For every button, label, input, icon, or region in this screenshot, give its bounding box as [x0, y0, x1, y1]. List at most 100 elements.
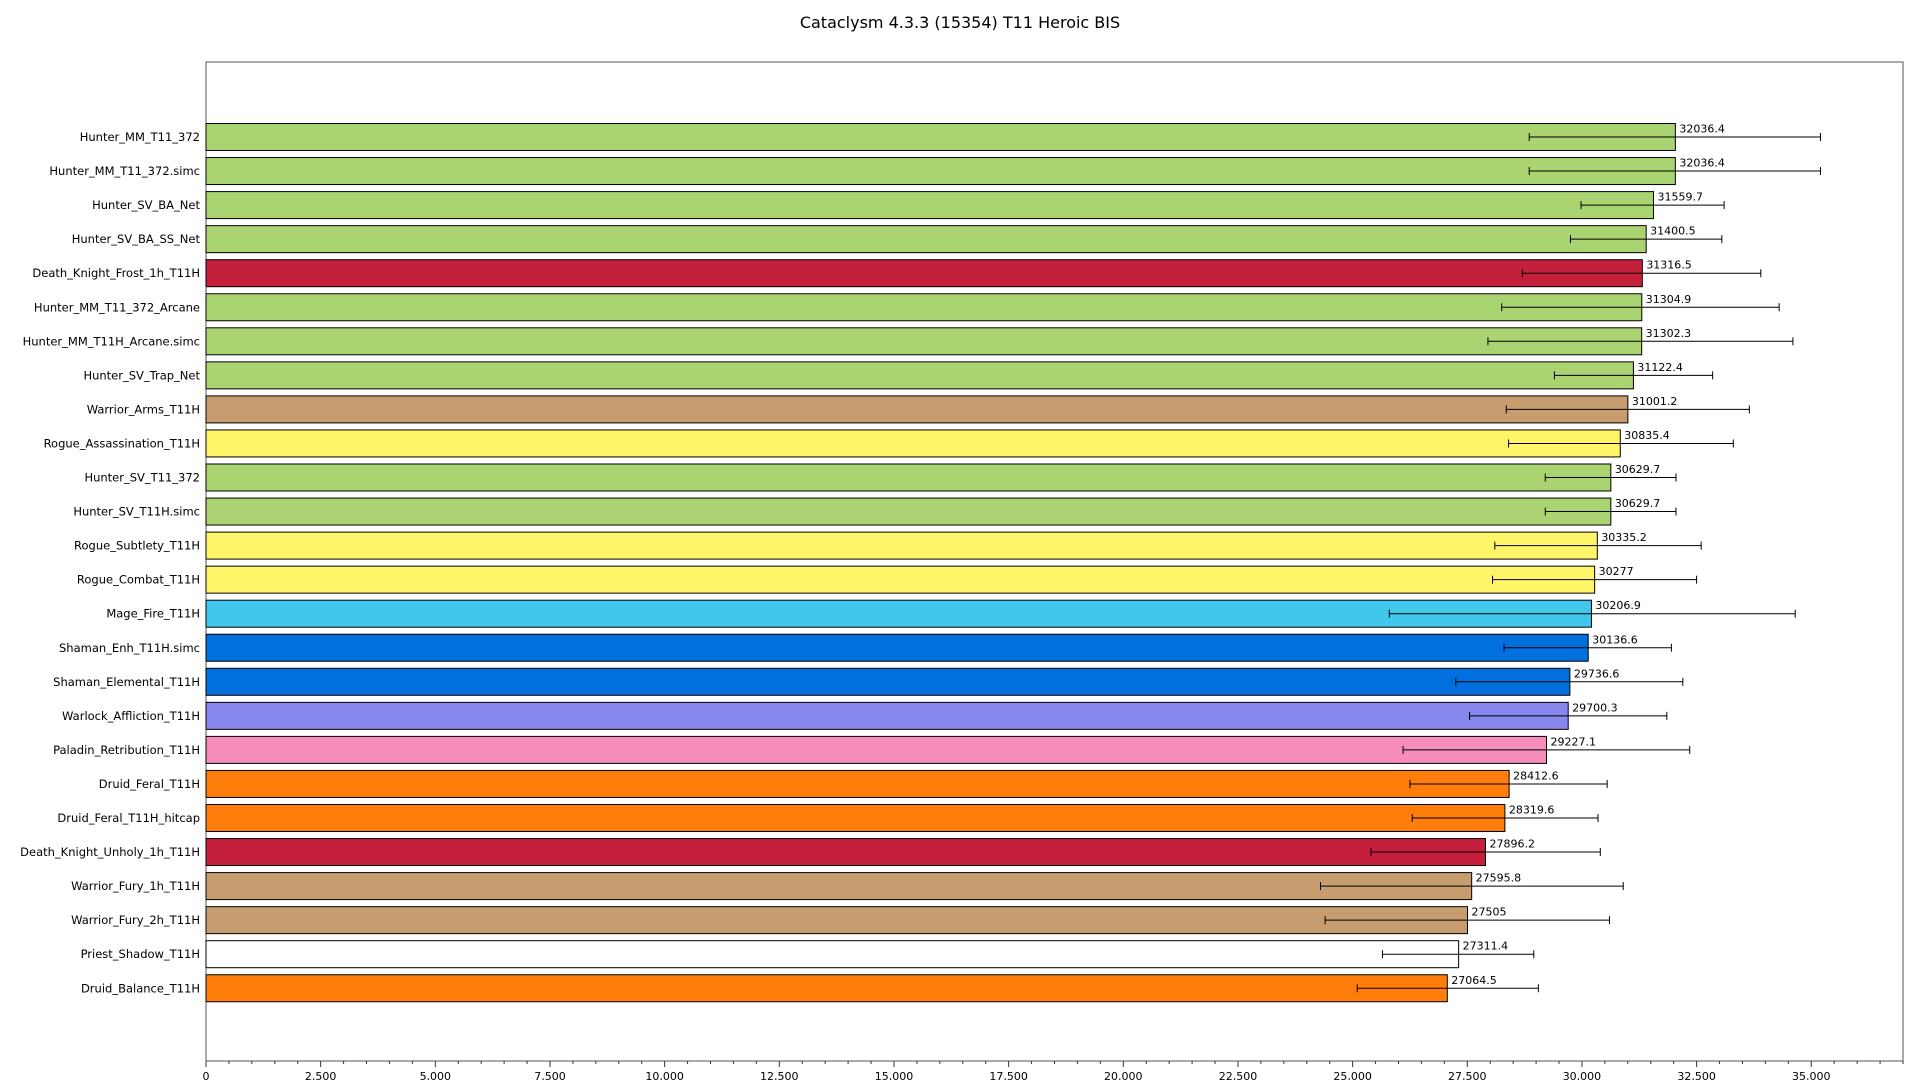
category-label: Hunter_MM_T11_372_Arcane: [34, 300, 200, 314]
data-label: 29227.1: [1550, 735, 1596, 748]
data-label: 27896.2: [1489, 838, 1535, 851]
bar-group: Hunter_SV_T11_372 30629.7: [84, 463, 1677, 492]
data-label: 31304.9: [1646, 293, 1692, 306]
bar: [205, 259, 1643, 288]
tick-label: 35,000: [1792, 1070, 1831, 1080]
category-label: Mage_Fire_T11H: [106, 607, 200, 621]
bar-group: Hunter_MM_T11_372.simc 32036.4: [49, 157, 1821, 186]
bar: [205, 497, 1612, 526]
data-label: 30835.4: [1624, 429, 1670, 442]
tick-label: 5,000: [420, 1070, 452, 1080]
category-label: Rogue_Subtlety_T11H: [74, 539, 200, 553]
data-label: 31559.7: [1657, 191, 1703, 204]
bar-group: Rogue_Assassination_T11H 30835.4: [44, 429, 1734, 458]
bar: [205, 838, 1486, 867]
tick-label: 10,000: [645, 1070, 684, 1080]
bar-group: Shaman_Enh_T11H.simc 30136.6: [59, 633, 1672, 662]
category-label: Paladin_Retribution_T11H: [53, 743, 200, 757]
bar: [205, 531, 1598, 560]
bar: [205, 701, 1569, 730]
category-label: Hunter_MM_T11_372.simc: [49, 164, 200, 178]
category-label: Hunter_SV_BA_Net: [92, 198, 200, 212]
tick-label: 25,000: [1333, 1070, 1372, 1080]
bars-layer: Hunter_MM_T11_37232036.4Hunter_MM_T11_37…: [20, 123, 1821, 1003]
bar-group: Hunter_MM_T11_372 32036.4: [80, 123, 1821, 151]
data-label: 27505: [1472, 906, 1507, 919]
category-label: Druid_Feral_T11H: [99, 777, 200, 791]
bar: [205, 327, 1643, 356]
bar-group: Hunter_SV_BA_Net 31559.7: [92, 191, 1725, 220]
data-label: 31316.5: [1646, 259, 1692, 272]
data-label: 31302.3: [1646, 327, 1692, 340]
bar-group: Druid_Feral_T11H 28412.6: [99, 769, 1608, 798]
category-label: Hunter_SV_Trap_Net: [83, 368, 200, 382]
data-label: 30206.9: [1595, 599, 1641, 612]
tick-label: 27,500: [1448, 1070, 1487, 1080]
bar: [205, 735, 1547, 764]
data-label: 29736.6: [1574, 667, 1620, 680]
bar-group: Death_Knight_Frost_1h_T11H 31316.5: [32, 259, 1762, 288]
category-label: Death_Knight_Frost_1h_T11H: [32, 266, 200, 280]
data-label: 27311.4: [1463, 940, 1509, 953]
data-label: 31001.2: [1632, 395, 1678, 408]
category-label: Rogue_Combat_T11H: [77, 573, 200, 587]
tick-label: 32,500: [1677, 1070, 1716, 1080]
data-label: 30277: [1599, 565, 1634, 578]
bar: [205, 769, 1510, 798]
data-label: 30629.7: [1615, 463, 1661, 476]
bar-group: Mage_Fire_T11H 30206.9: [106, 599, 1796, 628]
data-label: 32036.4: [1679, 157, 1725, 170]
bar-group: Hunter_SV_T11H.simc 30629.7: [73, 497, 1677, 526]
bar: [205, 225, 1647, 254]
chart-title: Cataclysm 4.3.3 (15354) T11 Heroic BIS: [800, 13, 1120, 32]
category-label: Priest_Shadow_T11H: [81, 947, 200, 961]
bar-group: Hunter_SV_BA_SS_Net 31400.5: [72, 225, 1723, 254]
bar: [205, 633, 1589, 662]
bar-group: Hunter_SV_Trap_Net 31122.4: [83, 361, 1714, 390]
bar-group: Shaman_Elemental_T11H 29736.6: [53, 667, 1684, 696]
tick-label: 2,500: [305, 1070, 337, 1080]
data-label: 28412.6: [1513, 769, 1559, 782]
tick-label: 0: [203, 1070, 210, 1080]
bar: [205, 906, 1469, 935]
tick-label: 15,000: [875, 1070, 914, 1080]
bar: [205, 157, 1676, 186]
bar-group: Warlock_Affliction_T11H 29700.3: [62, 701, 1668, 730]
category-label: Warlock_Affliction_T11H: [62, 709, 200, 723]
bar: [205, 191, 1654, 220]
bar: [205, 565, 1596, 594]
bar-group: Priest_Shadow_T11H 27311.4: [81, 940, 1535, 969]
x-axis: 0 2,500 5,000 7,500 10,000 12,500 15,000 17,500…: [203, 1061, 1904, 1080]
bar: [205, 395, 1629, 424]
category-label: Shaman_Enh_T11H.simc: [59, 641, 200, 655]
category-label: Druid_Balance_T11H: [81, 981, 200, 995]
data-label: 31400.5: [1650, 225, 1696, 238]
bar-group: Hunter_MM_T11H_Arcane.simc 31302.3: [23, 327, 1794, 356]
bar-group: Druid_Balance_T11H 27064.5: [81, 974, 1539, 1003]
data-label: 30136.6: [1592, 633, 1638, 646]
category-label: Hunter_SV_BA_SS_Net: [72, 232, 201, 246]
category-label: Warrior_Fury_1h_T11H: [71, 879, 200, 893]
tick-label: 7,500: [534, 1070, 566, 1080]
bar-group: Rogue_Combat_T11H 30277: [77, 565, 1698, 594]
bar: [205, 804, 1506, 832]
tick-label: 17,500: [989, 1070, 1028, 1080]
bar-group: Death_Knight_Unholy_1h_T11H 27896.2: [20, 838, 1601, 867]
bar-group: Paladin_Retribution_T11H 29227.1: [53, 735, 1691, 764]
bar: [205, 293, 1643, 322]
bar: [205, 667, 1571, 696]
data-label: 30335.2: [1601, 531, 1647, 544]
bar: [205, 599, 1592, 628]
bar: [205, 974, 1448, 1003]
data-label: 31122.4: [1637, 361, 1683, 374]
bar-group: Warrior_Arms_T11H 31001.2: [87, 395, 1750, 424]
bar: [205, 872, 1473, 901]
category-label: Shaman_Elemental_T11H: [53, 675, 200, 689]
data-label: 27595.8: [1476, 872, 1522, 885]
bar: [205, 361, 1634, 390]
category-label: Hunter_MM_T11H_Arcane.simc: [23, 334, 200, 348]
bar-group: Warrior_Fury_1h_T11H 27595.8: [71, 872, 1624, 901]
tick-label: 30,000: [1563, 1070, 1602, 1080]
category-label: Hunter_MM_T11_372: [80, 130, 200, 144]
